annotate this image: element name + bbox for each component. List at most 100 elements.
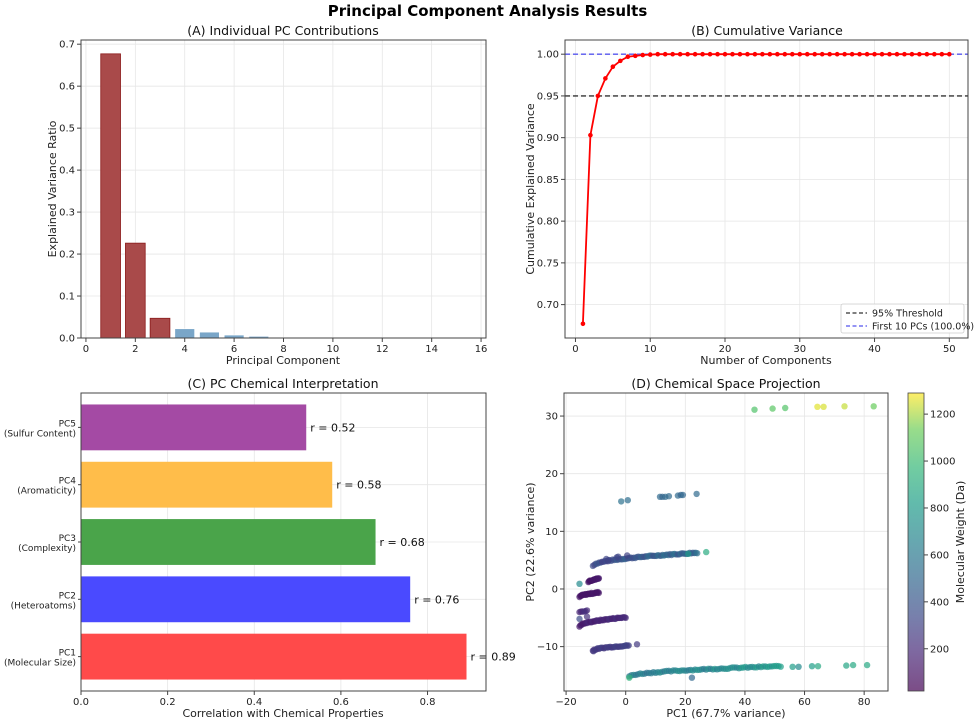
- scatter-point: [590, 648, 597, 655]
- tick-label-x: 0.0: [73, 697, 89, 708]
- value-label-pc1: r = 0.89: [471, 651, 516, 664]
- tick-label-y: 0.95: [537, 91, 559, 102]
- tick-label-x: 0: [83, 344, 89, 355]
- panel-b-legend: 95% Threshold First 10 PCs (100.0%): [840, 303, 974, 334]
- cumulative-point-40: [872, 51, 877, 57]
- panel-b-frame: [564, 39, 969, 339]
- tick-label-y: 10: [545, 527, 558, 538]
- scatter-point: [870, 403, 877, 410]
- category-label-pc5: PC5: [59, 419, 76, 429]
- scatter-point: [693, 490, 700, 498]
- scatter-point: [633, 641, 641, 648]
- cumulative-point-36: [842, 51, 847, 57]
- legend-label-threshold: 95% Threshold: [872, 309, 943, 320]
- scatter-point: [814, 403, 821, 410]
- tick-label-y: 0.0: [59, 334, 75, 345]
- category-sublabel-pc3: (Complexity): [18, 544, 76, 554]
- scatter-point: [694, 550, 701, 557]
- tick-label-x: 40: [739, 697, 752, 708]
- scatter-point: [751, 406, 758, 413]
- panel-d-frame: [563, 392, 889, 692]
- tick-label-y: 0.90: [537, 133, 559, 144]
- tick-label-x: 20: [719, 344, 732, 355]
- colorbar-tick-label: 400: [930, 597, 949, 608]
- colorbar-tick-label: 1000: [930, 457, 955, 468]
- scatter-point: [583, 607, 591, 614]
- cumulative-point-21: [730, 51, 735, 57]
- scatter-point: [595, 575, 603, 582]
- bar-pc5: [81, 404, 307, 451]
- tick-label-y: 0.1: [59, 292, 75, 303]
- colorbar-tick-label: 600: [930, 550, 949, 561]
- cumulative-point-15: [685, 51, 690, 57]
- bar-pc2: [125, 242, 146, 339]
- tick-label-x: 6: [231, 344, 237, 355]
- cumulative-point-1: [580, 321, 586, 327]
- cumulative-point-4: [603, 76, 608, 81]
- bar-pc5: [199, 331, 220, 339]
- cumulative-point-41: [879, 51, 885, 57]
- cumulative-point-25: [760, 51, 765, 57]
- cumulative-point-24: [752, 51, 758, 57]
- panel-a-ticks: 0 2 4 6 8 10 12 14 16 0.0 0.1 0.2 0.3 0.4 0.5 0.6 0.7: [59, 40, 487, 355]
- cumulative-point-43: [894, 51, 900, 57]
- colorbar-ticks: 200 400 600 800 1000 1200: [924, 410, 955, 655]
- cumulative-point-33: [819, 51, 825, 57]
- panel-d-grid: [564, 393, 888, 691]
- scatter-point: [814, 663, 822, 670]
- tick-label-x: 10: [327, 344, 340, 355]
- cumulative-point-18: [707, 51, 713, 57]
- value-label-pc5: r = 0.52: [310, 421, 355, 434]
- scatter-point: [665, 493, 673, 500]
- cumulative-point-23: [745, 51, 750, 57]
- value-label-pc4: r = 0.58: [336, 479, 381, 492]
- value-label-pc3: r = 0.68: [380, 536, 425, 549]
- cumulative-point-17: [700, 51, 705, 57]
- tick-label-x: 20: [679, 697, 692, 708]
- cumulative-point-31: [804, 51, 810, 57]
- tick-label-x: 4: [182, 344, 188, 355]
- category-sublabel-pc5: (Sulfur Content): [4, 429, 76, 439]
- category-label-pc2: PC2: [59, 591, 76, 601]
- legend-label-first10: First 10 PCs (100.0%): [872, 322, 974, 333]
- tick-label-y: 0.6: [59, 82, 75, 93]
- category-label-pc3: PC3: [59, 534, 76, 544]
- cumulative-point-47: [924, 51, 930, 57]
- category-sublabel-pc1: (Molecular Size): [4, 659, 76, 669]
- scatter-point: [769, 405, 776, 412]
- tick-label-x: 0.8: [420, 697, 436, 708]
- tick-label-y: −10: [537, 642, 558, 653]
- panel-b-reference-lines: [565, 53, 968, 97]
- cumulative-point-30: [797, 51, 803, 57]
- category-sublabel-pc2: (Heteroatoms): [11, 601, 76, 611]
- bar-pc4: [174, 328, 195, 339]
- tick-label-x: 60: [798, 697, 811, 708]
- cumulative-point-19: [715, 51, 720, 57]
- panel-d-title: (D) Chemical Space Projection: [631, 376, 820, 391]
- cumulative-point-48: [932, 51, 937, 57]
- scatter-point: [863, 661, 871, 669]
- cumulative-point-28: [782, 51, 788, 57]
- tick-label-x: 8: [280, 344, 286, 355]
- panel-b-ylabel: Cumulative Explained Variance: [524, 103, 537, 275]
- cumulative-point-49: [939, 51, 945, 57]
- cumulative-point-26: [767, 51, 773, 57]
- tick-label-x: 30: [793, 344, 806, 355]
- cumulative-point-10: [647, 52, 653, 57]
- tick-label-x: 40: [868, 344, 881, 355]
- cumulative-point-16: [692, 51, 698, 57]
- tick-label-x: 2: [132, 344, 138, 355]
- scatter-point: [795, 663, 802, 670]
- cumulative-point-29: [789, 51, 795, 57]
- cumulative-point-34: [827, 51, 832, 57]
- scatter-point: [789, 663, 796, 670]
- cumulative-point-35: [834, 51, 840, 57]
- panel-a-xlabel: Principal Component: [226, 354, 341, 367]
- tick-label-x: 0: [623, 697, 629, 708]
- panel-b-ticks: 0 10 20 30 40 50 0.70 0.75 0.80 0.85 0.90 0.95 1.00: [537, 50, 956, 355]
- panel-b-cumulative-variance: (B) Cumulative Variance 0 10 20 30 40 500.700…: [524, 23, 974, 367]
- colorbar-tick-label: 800: [930, 503, 949, 514]
- cumulative-point-12: [662, 51, 668, 57]
- scatter-point: [622, 614, 629, 621]
- cumulative-point-22: [737, 51, 743, 57]
